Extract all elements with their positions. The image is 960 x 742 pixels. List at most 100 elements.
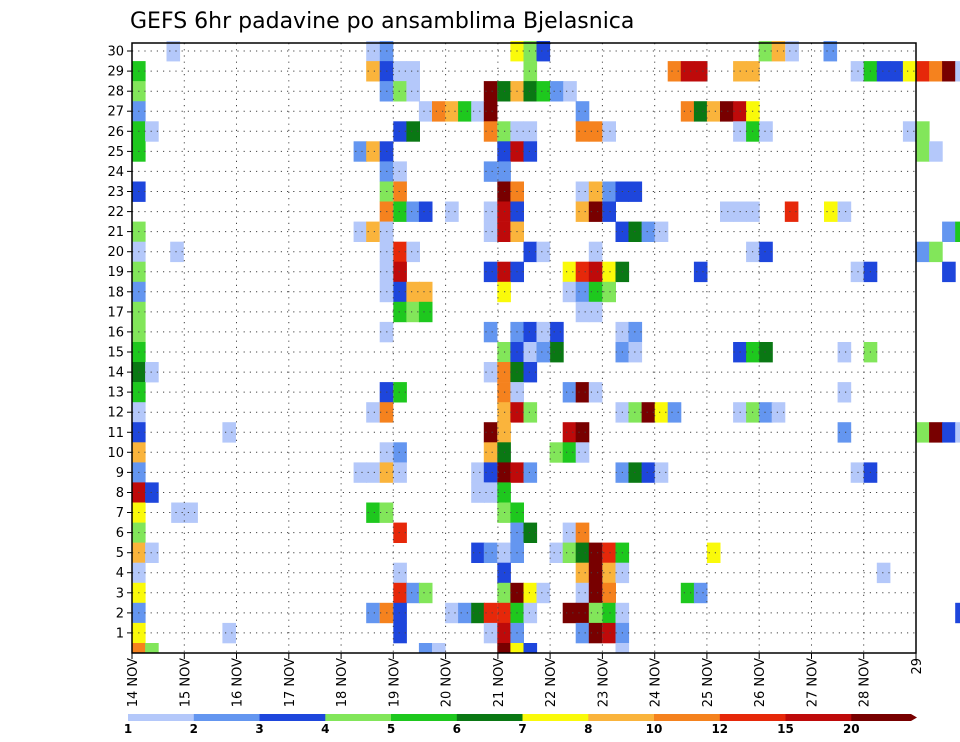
heatmap-cell xyxy=(667,402,682,423)
heatmap-cell xyxy=(523,141,538,162)
heatmap-cell xyxy=(483,442,498,463)
y-tick-label: 26 xyxy=(107,125,124,140)
heatmap-cell xyxy=(602,582,616,604)
heatmap-cell xyxy=(575,522,590,543)
heatmap-cell xyxy=(145,362,159,383)
heatmap-cell xyxy=(483,362,498,383)
heatmap-cell xyxy=(222,422,236,443)
heatmap-cell xyxy=(523,362,538,383)
heatmap-cell xyxy=(471,462,485,483)
heatmap-cell xyxy=(483,482,498,503)
y-tick-label: 25 xyxy=(107,145,124,160)
heatmap-cell xyxy=(693,61,708,82)
y-tick-label: 14 xyxy=(107,366,124,381)
y-tick-label: 8 xyxy=(116,486,124,501)
y-tick-label: 4 xyxy=(116,566,124,581)
heatmap-cell xyxy=(483,622,498,644)
colorbar-swatch xyxy=(325,714,392,721)
colorbar-label: 4 xyxy=(321,722,329,736)
y-tick-label: 13 xyxy=(107,386,124,401)
y-axis-ticks: 1234567891011121314151617181920212223242… xyxy=(107,45,132,641)
plot-frame xyxy=(131,42,917,654)
heatmap-cell xyxy=(562,442,577,463)
x-tick-label: 17 NOV xyxy=(283,658,298,707)
heatmap-cell xyxy=(837,422,852,443)
heatmap-cell xyxy=(523,342,538,363)
colorbar-swatch xyxy=(391,714,458,721)
heatmap-cell xyxy=(759,342,773,363)
heatmap-cell xyxy=(418,281,433,303)
heatmap-cell xyxy=(523,522,538,543)
x-tick-label: 23 NOV xyxy=(596,658,611,707)
x-tick-label: 29 xyxy=(910,658,925,675)
colorbar-swatch xyxy=(128,714,195,721)
heatmap-cell xyxy=(366,141,380,162)
heatmap-cell xyxy=(458,101,472,122)
heatmap-cell xyxy=(837,342,852,363)
heatmap-cell xyxy=(393,121,407,142)
heatmap-cell xyxy=(550,81,564,102)
heatmap-cell xyxy=(784,201,799,222)
heatmap-cell xyxy=(145,542,159,563)
heatmap-cell xyxy=(562,261,577,283)
heatmap-cell xyxy=(575,261,590,283)
dotted-grid xyxy=(132,43,916,653)
colorbar-swatch xyxy=(456,714,523,721)
x-tick-label: 28 NOV xyxy=(858,658,873,707)
heatmap-cell xyxy=(706,542,721,563)
heatmap-cells xyxy=(132,41,960,654)
heatmap-cell xyxy=(366,502,380,523)
heatmap-cell xyxy=(170,241,184,263)
y-tick-label: 19 xyxy=(107,265,124,280)
y-tick-label: 15 xyxy=(107,346,124,361)
heatmap-cell xyxy=(654,221,669,242)
colorbar-swatch xyxy=(588,714,655,721)
heatmap-cell xyxy=(393,301,407,323)
heatmap-cell xyxy=(550,342,564,363)
heatmap-cell xyxy=(523,602,538,624)
heatmap-cell xyxy=(693,582,708,604)
heatmap-cell xyxy=(483,201,498,222)
y-tick-label: 6 xyxy=(116,526,124,541)
heatmap-cell xyxy=(483,542,498,563)
heatmap-cell xyxy=(693,261,708,283)
colorbar-label: 3 xyxy=(255,722,263,736)
heatmap-cell xyxy=(366,41,380,62)
heatmap-cell xyxy=(654,402,669,423)
heatmap-cell xyxy=(536,321,551,343)
heatmap-cell xyxy=(575,181,590,202)
heatmap-cell xyxy=(588,241,603,263)
heatmap-cell xyxy=(483,161,498,182)
y-tick-label: 5 xyxy=(116,546,124,561)
colorbar-label: 12 xyxy=(711,722,728,736)
colorbar-label: 8 xyxy=(584,722,592,736)
heatmap-cell xyxy=(549,542,564,563)
y-tick-label: 20 xyxy=(107,245,124,260)
heatmap-cell xyxy=(615,643,630,654)
y-tick-label: 3 xyxy=(116,586,124,601)
heatmap-cell xyxy=(353,462,368,483)
heatmap-cell xyxy=(550,321,564,343)
y-tick-label: 12 xyxy=(107,406,124,421)
colorbar-label: 7 xyxy=(518,722,526,736)
y-tick-label: 7 xyxy=(116,506,124,521)
heatmap-cell xyxy=(916,61,930,82)
heatmap-cell xyxy=(366,61,380,82)
heatmap-cell xyxy=(916,241,930,263)
heatmap-cell xyxy=(393,522,407,543)
heatmap-cell xyxy=(471,602,485,624)
heatmap-cell xyxy=(432,643,446,654)
heatmap-cell xyxy=(771,402,786,423)
heatmap-cell xyxy=(562,542,577,563)
heatmap-cell xyxy=(889,61,904,82)
heatmap-cell xyxy=(667,61,682,82)
heatmap-cell xyxy=(418,101,433,122)
heatmap-cell xyxy=(902,61,917,82)
heatmap-cell xyxy=(483,422,498,443)
heatmap-cell xyxy=(588,582,603,604)
heatmap-cell xyxy=(222,622,236,644)
heatmap-cell xyxy=(602,121,616,142)
heatmap-cell xyxy=(393,261,407,283)
y-tick-label: 24 xyxy=(107,165,124,180)
